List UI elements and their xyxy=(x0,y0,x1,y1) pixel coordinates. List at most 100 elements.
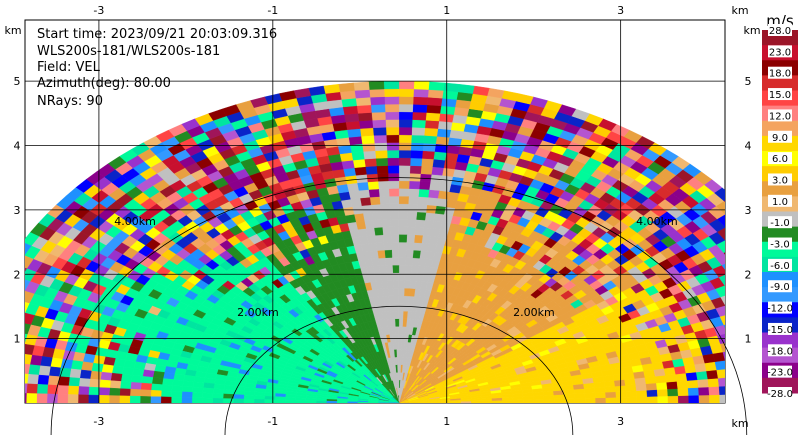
y-tick-label-left: 2 xyxy=(14,268,21,281)
velocity-gate xyxy=(119,395,131,403)
velocity-gate xyxy=(119,388,131,397)
velocity-gate xyxy=(150,383,163,391)
range-ring xyxy=(50,177,748,435)
velocity-gate xyxy=(574,393,586,399)
velocity-gate xyxy=(543,398,555,403)
velocity-gate xyxy=(109,380,122,389)
velocity-gate xyxy=(391,257,400,266)
colorbar-tick-label: 6.0 xyxy=(772,154,788,165)
velocity-gate xyxy=(385,119,400,128)
velocity-gate xyxy=(415,211,427,221)
velocity-gate xyxy=(436,128,452,138)
velocity-gate xyxy=(28,364,41,376)
velocity-gate xyxy=(387,280,394,289)
velocity-gate xyxy=(243,390,256,396)
velocity-gate xyxy=(435,136,450,146)
velocity-gate xyxy=(407,203,418,213)
velocity-gate xyxy=(57,385,69,395)
velocity-gate xyxy=(698,386,710,396)
velocity-gate xyxy=(0,351,11,362)
velocity-gate xyxy=(305,400,317,403)
velocity-gate xyxy=(749,375,760,385)
velocity-gate xyxy=(398,333,403,342)
velocity-gate xyxy=(341,159,355,170)
velocity-gate xyxy=(398,126,413,136)
velocity-gate xyxy=(36,384,49,395)
velocity-gate xyxy=(398,188,410,197)
colorbar-label-bg xyxy=(768,173,792,186)
velocity-gate xyxy=(398,257,407,266)
velocity-gate xyxy=(130,381,142,390)
velocity-gate xyxy=(284,396,296,401)
velocity-gate xyxy=(192,381,205,389)
colorbar-label-bg xyxy=(768,24,792,36)
colorbar-tick-label: -28.0 xyxy=(767,389,793,400)
velocity-gate xyxy=(694,362,707,373)
velocity-gate xyxy=(365,227,376,237)
velocity-gate xyxy=(387,165,400,174)
velocity-gate xyxy=(746,356,758,366)
velocity-gate xyxy=(120,373,133,383)
velocity-gate xyxy=(741,241,757,254)
velocity-gate xyxy=(720,295,725,306)
velocity-gate xyxy=(338,82,355,93)
velocity-gate xyxy=(723,251,725,255)
velocity-gate xyxy=(398,142,412,151)
velocity-gate xyxy=(709,394,721,403)
velocity-gate xyxy=(284,399,296,403)
velocity-gate xyxy=(406,218,417,228)
velocity-gate xyxy=(424,212,436,222)
velocity-gate xyxy=(0,282,5,295)
velocity-gate xyxy=(212,393,224,399)
velocity-gate xyxy=(735,300,749,312)
y-axis-unit-right: km xyxy=(743,24,760,37)
velocity-gate xyxy=(7,373,19,384)
velocity-gate xyxy=(584,397,596,403)
colorbar: 28.0 23.0 18.0 15.0 12.0 9.0 6.0 3.0 1.0 -1.0 -3.0… xyxy=(762,24,798,400)
velocity-gate xyxy=(398,303,404,312)
velocity-gate xyxy=(750,384,761,394)
velocity-gate xyxy=(723,200,725,203)
velocity-gate xyxy=(77,394,89,403)
velocity-gate xyxy=(430,228,441,238)
y-axis-unit-left: km xyxy=(4,24,21,37)
velocity-gate xyxy=(343,113,360,123)
velocity-gate xyxy=(362,150,377,160)
velocity-gate xyxy=(368,188,380,198)
velocity-gate xyxy=(141,376,154,385)
velocity-gate xyxy=(171,390,183,398)
velocity-gate xyxy=(25,268,37,282)
velocity-gate xyxy=(665,373,678,383)
velocity-gate xyxy=(372,127,387,136)
velocity-gate xyxy=(383,241,392,251)
velocity-gate xyxy=(695,370,709,381)
velocity-gate xyxy=(740,254,756,267)
colorbar-label-bg xyxy=(768,88,792,101)
velocity-gate xyxy=(0,319,11,331)
velocity-gate xyxy=(398,287,405,297)
y-tick-label-left: 1 xyxy=(14,333,21,346)
velocity-gate xyxy=(427,189,440,199)
velocity-gate xyxy=(684,364,697,374)
velocity-gate xyxy=(1,308,15,320)
velocity-gate xyxy=(605,397,617,403)
velocity-gate xyxy=(6,393,17,403)
velocity-gate xyxy=(370,104,386,113)
colorbar-label-bg xyxy=(768,365,792,378)
velocity-gate xyxy=(26,373,39,385)
velocity-gate xyxy=(46,393,58,403)
velocity-gate xyxy=(378,188,390,197)
velocity-gate xyxy=(402,303,409,312)
velocity-gate xyxy=(426,196,439,206)
velocity-gate xyxy=(407,211,418,220)
velocity-gate xyxy=(171,385,183,393)
velocity-gate xyxy=(151,377,164,385)
velocity-gate xyxy=(714,360,725,371)
range-ring-label: 4.00km xyxy=(636,215,678,228)
velocity-gate xyxy=(364,158,377,167)
velocity-gate xyxy=(687,387,700,396)
velocity-gate xyxy=(414,226,425,236)
y-tick-label-right: 2 xyxy=(745,268,752,281)
velocity-gate xyxy=(25,232,40,247)
